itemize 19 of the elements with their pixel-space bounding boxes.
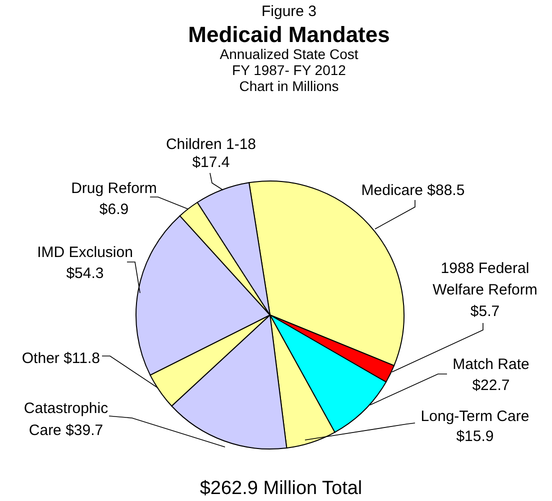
text: $262.9 Million Total xyxy=(200,478,362,499)
data-label: $15.9 xyxy=(456,428,494,445)
slice-label: Other $11.8 xyxy=(22,350,100,367)
slice-label: 1988 Federal Welfare Reform xyxy=(432,260,538,298)
chart-title: Medicaid Mandates xyxy=(188,22,390,47)
caption: Figure 3 xyxy=(261,3,317,20)
slice-label: Medicare $88.5 xyxy=(361,182,465,199)
data-label: $5.7 xyxy=(470,303,500,320)
data-label: $54.3 xyxy=(66,265,104,282)
chart-subtitle: Annualized State Cost FY 1987- FY 2012 Chart in Millions xyxy=(220,46,358,94)
slice-label: Children 1-18 xyxy=(166,136,256,153)
data-label: $17.4 xyxy=(192,154,230,171)
slice-label: Drug Reform xyxy=(71,180,157,197)
slice-label: Catastrophic Care $39.7 xyxy=(24,400,109,439)
slice-label: Match Rate xyxy=(452,356,530,373)
data-label: $22.7 xyxy=(472,377,510,394)
slice-label: Long-Term Care xyxy=(420,408,530,425)
data-label: $6.9 xyxy=(99,201,129,218)
slice-label: IMD Exclusion xyxy=(37,244,133,261)
